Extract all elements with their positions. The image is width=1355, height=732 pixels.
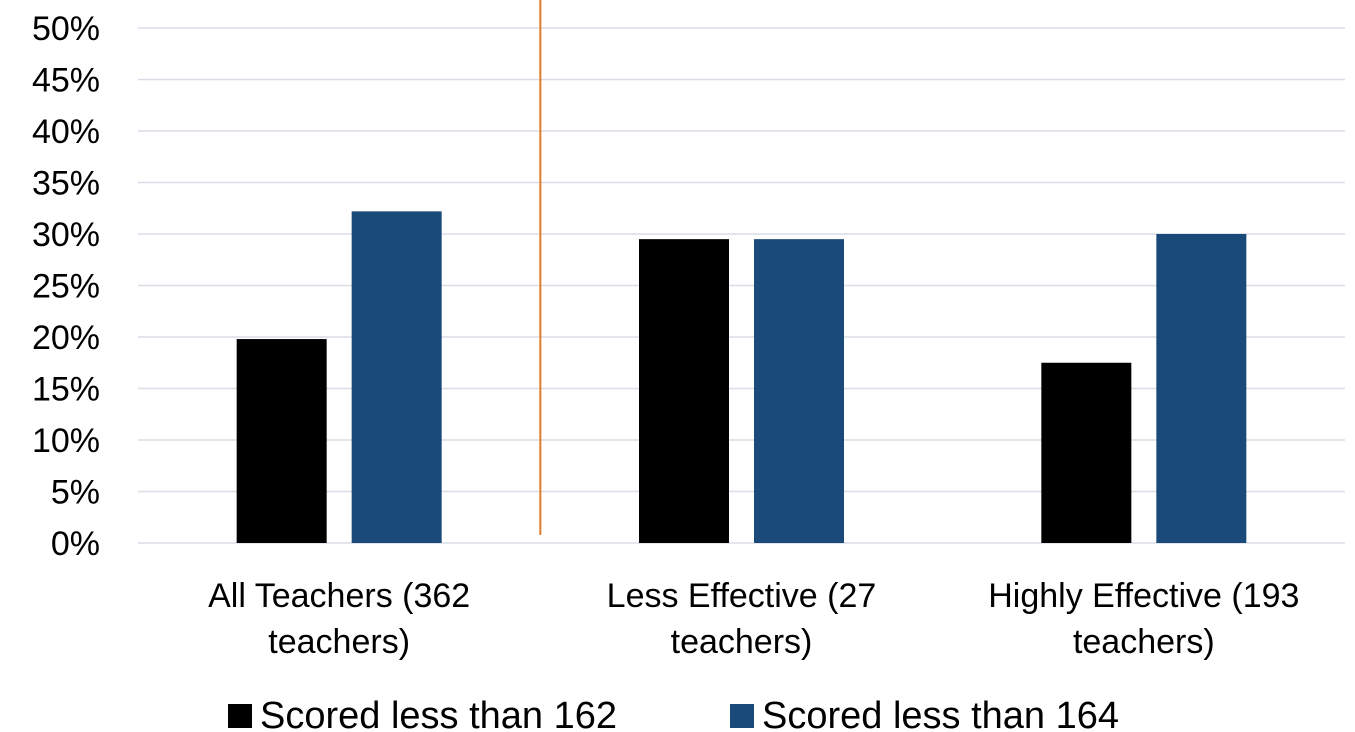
y-tick-label: 30% [32,216,100,254]
bar [351,211,442,543]
x-category-label: All Teachers (362 [208,577,470,615]
y-tick-label: 5% [51,474,100,512]
y-tick-label: 10% [32,422,100,460]
x-category-label: teachers) [671,623,813,661]
x-category-label: Highly Effective (193 [988,577,1299,615]
legend-label: Scored less than 164 [762,695,1119,732]
legend-label: Scored less than 162 [260,695,617,732]
x-category-label: teachers) [1073,623,1215,661]
y-tick-label: 15% [32,371,100,409]
bar [1156,234,1247,543]
legend-swatch [730,704,754,728]
bar [236,339,327,543]
y-tick-label: 0% [51,525,100,563]
bar [639,239,729,543]
y-tick-label: 45% [32,62,100,100]
y-tick-label: 20% [32,319,100,357]
y-tick-label: 25% [32,268,100,306]
bar [1041,362,1132,543]
x-axis-category-labels: All Teachers (362 teachers) Less Effective… [208,577,1299,661]
bar [754,239,844,543]
legend: Scored less than 162 Scored less than 164 [228,695,1119,732]
y-tick-label: 35% [32,165,100,203]
y-tick-label: 40% [32,113,100,151]
x-category-label: Less Effective (27 [607,577,877,615]
x-category-label: teachers) [268,623,410,661]
gridlines [138,27,1345,544]
y-axis-tick-labels: 0% 5% 10% 15% 20% 25% 30% 35% 40% 45% 50% [32,10,100,563]
y-tick-label: 50% [32,10,100,48]
bars [236,211,1247,543]
legend-swatch [228,704,252,728]
